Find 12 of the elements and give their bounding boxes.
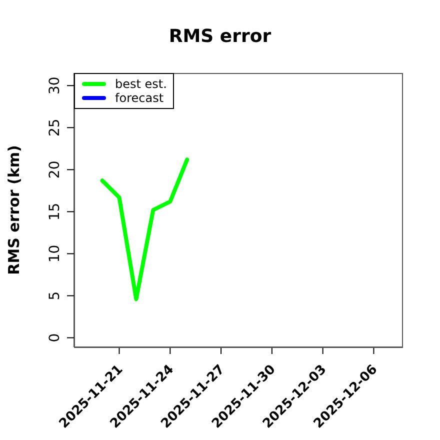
y-tick-label: 5 <box>47 291 63 300</box>
y-tick-label: 15 <box>47 202 63 221</box>
y-tick-label: 0 <box>47 333 63 342</box>
y-tick-label: 30 <box>47 76 63 95</box>
y-tick-label: 10 <box>47 244 63 263</box>
chart-title: RMS error <box>168 26 272 47</box>
legend-label: forecast <box>115 91 164 105</box>
legend-label: best est. <box>115 77 167 91</box>
y-axis-title: RMS error (km) <box>5 145 23 275</box>
y-tick-label: 25 <box>47 118 63 137</box>
line-series <box>100 158 190 302</box>
y-tick-label: 20 <box>47 160 63 179</box>
